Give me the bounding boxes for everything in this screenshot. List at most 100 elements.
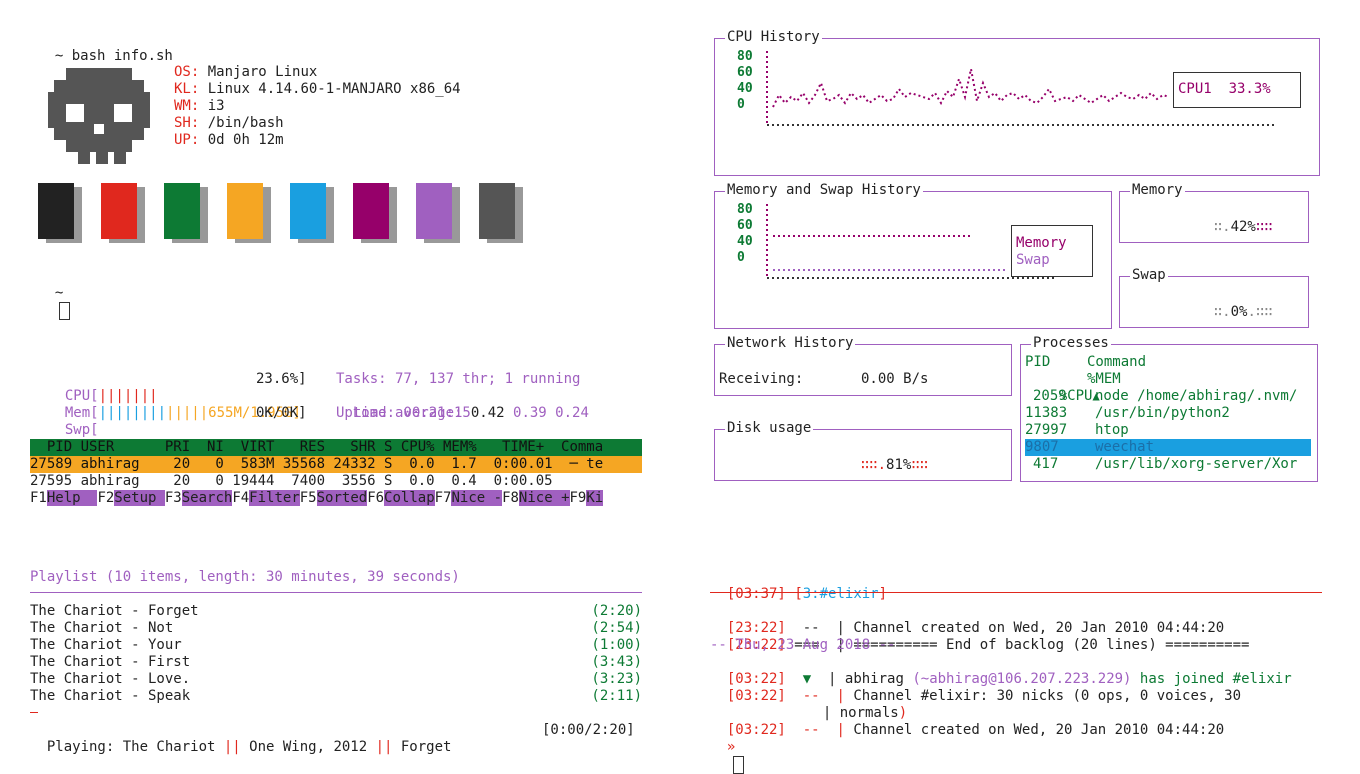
join-text: has joined #elixir xyxy=(1131,671,1292,687)
disk-value: 81% xyxy=(886,457,912,473)
swap-meter: Swp[ xyxy=(48,405,99,438)
fkey-number: F4 xyxy=(232,490,250,506)
now-playing: Playing: The Chariot || One Wing, 2012 |… xyxy=(30,722,452,755)
panel-title: Memory and Swap History xyxy=(725,182,923,199)
load-label: Load average: xyxy=(352,405,471,421)
nicks-counts: 0 ops, 0 voices, 30 xyxy=(1080,688,1242,704)
fkey-button[interactable]: Setup xyxy=(114,490,165,506)
skull-icon xyxy=(48,68,150,164)
cpu-history-panel: CPU History 80 60 40 0 CPU1 33.3% xyxy=(714,29,1320,176)
join-host: (~abhirag@106.207.223.229) xyxy=(912,671,1132,687)
color-swatch xyxy=(416,183,452,239)
system-info: OS: Manjaro Linux KL: Linux 4.14.60-1-MAN… xyxy=(174,64,461,149)
process-row[interactable]: 27997 htop xyxy=(1025,422,1311,439)
playlist-item[interactable]: The Chariot - Forget (2:20) xyxy=(30,603,642,620)
irc-prefix: -- | xyxy=(785,722,854,738)
fkey-button[interactable]: Ki xyxy=(586,490,604,506)
playlist-divider xyxy=(30,592,642,593)
shell-prompt[interactable]: ~ xyxy=(38,268,70,320)
fkey-button[interactable]: Nice + xyxy=(518,490,570,506)
processes-panel: Processes PID Command %CPU▲ %MEM 2059 nod… xyxy=(1020,335,1318,482)
irc-input[interactable]: » xyxy=(710,722,744,774)
track-title: The Chariot - Speak xyxy=(30,688,191,704)
playlist-header: Playlist (10 items, length: 30 minutes, … xyxy=(30,569,460,585)
info-value: /bin/bash xyxy=(199,115,284,131)
receiving-value: 0.00 B/s xyxy=(861,371,929,387)
separator: || xyxy=(375,739,393,755)
mem-bars-cache: ||||| xyxy=(166,405,209,421)
y-label-0: 0 xyxy=(737,97,745,112)
track-duration: (2:11) xyxy=(591,688,642,704)
info-value: Linux 4.14.60-1-MANJARO x86_64 xyxy=(199,81,461,97)
process-table-header[interactable]: PID USER PRI NI VIRT RES SHR S CPU% MEM%… xyxy=(30,439,642,456)
fkey-button[interactable]: Search xyxy=(181,490,233,506)
memory-gauge: ∷.42%∷∷ xyxy=(1180,202,1273,235)
irc-time: [03:22] xyxy=(726,688,786,704)
fkey-number: F2 xyxy=(97,490,115,506)
join-nick[interactable]: abhirag xyxy=(844,671,904,687)
process-row[interactable]: 9807 weechat xyxy=(1025,439,1311,456)
col-mem: %MEM xyxy=(1087,371,1121,387)
process-command: htop xyxy=(1095,422,1129,438)
process-row[interactable]: 417/usr/lib/xorg-server/Xor xyxy=(1025,456,1311,473)
fkey-button[interactable]: Collap xyxy=(384,490,435,506)
process-row[interactable]: 2059 node /home/abhirag/.nvm/ xyxy=(1025,388,1311,405)
fkey-button[interactable]: Nice - xyxy=(451,490,503,506)
separator: || xyxy=(223,739,241,755)
sort-arrow-icon: ▲ xyxy=(1092,389,1100,403)
cursor xyxy=(732,756,744,774)
col-pid: PID xyxy=(1025,354,1051,370)
fkey-number: F5 xyxy=(299,490,317,506)
y-label-60: 60 xyxy=(737,218,753,233)
y-label-40: 40 xyxy=(737,81,753,96)
track-duration: (2:54) xyxy=(591,620,642,636)
fkey-button[interactable]: Filter xyxy=(249,490,300,506)
process-pid: 9807 xyxy=(1025,439,1059,455)
process-pid: 417 xyxy=(1033,456,1059,472)
irc-time: [23:22] xyxy=(726,637,786,653)
fkey-number: F7 xyxy=(434,490,452,506)
table-row[interactable]: 27595 abhirag 20 0 19444 7400 3556 S 0.0… xyxy=(30,473,578,489)
track-duration: (3:23) xyxy=(591,671,642,687)
playlist-item[interactable]: The Chariot - Not (2:54) xyxy=(30,620,642,637)
now-playing-album: One Wing, 2012 xyxy=(240,739,376,755)
irc-time: [03:22] xyxy=(726,671,786,687)
progress-marker xyxy=(30,712,38,713)
process-pid: 2059 xyxy=(1033,388,1067,404)
playlist-item[interactable]: The Chariot - First (3:43) xyxy=(30,654,642,671)
swp-label: Swp[ xyxy=(64,422,99,438)
now-playing-track: Forget xyxy=(392,739,452,755)
color-swatch xyxy=(227,183,263,239)
irc-prefix: -- | xyxy=(785,620,854,636)
irc-line: [03:22] -- | Channel created on Wed, 20 … xyxy=(710,705,1224,738)
gauge-dots-icon: .∷∷ xyxy=(1247,304,1273,320)
network-panel: Network History Receiving: 0.00 B/s xyxy=(714,335,1012,396)
track-duration: (2:20) xyxy=(591,603,642,619)
info-key: SH: xyxy=(174,115,200,131)
cpu-meter: CPU[||||||| xyxy=(48,371,158,404)
playlist-item[interactable]: The Chariot - Speak (2:11) xyxy=(30,688,642,705)
irc-status-bar: [03:37] [3:#elixir] xyxy=(726,586,888,602)
nicks-text: Channel #elixir: 30 nicks ( xyxy=(853,688,1081,704)
fkey-button[interactable]: Help xyxy=(46,490,98,506)
irc-join-line: [03:22] ▼ | abhirag (~abhirag@106.207.22… xyxy=(726,671,1292,687)
playlist-item[interactable]: The Chariot - Love. (3:23) xyxy=(30,671,642,688)
system-info-row: KL: Linux 4.14.60-1-MANJARO x86_64 xyxy=(174,81,461,98)
fkey-button[interactable]: Sorted xyxy=(316,490,368,506)
irc-prefix: -- | xyxy=(785,688,854,704)
disk-panel: Disk usage ∷∷.81%∷∷ xyxy=(714,420,1012,481)
y-label-80: 80 xyxy=(737,202,753,217)
cpu-label: CPU[ xyxy=(64,388,99,404)
gauge-dots-icon: ∷∷ xyxy=(911,457,929,473)
info-key: WM: xyxy=(174,98,200,114)
table-row[interactable]: 27589 abhirag 20 0 583M 35568 24332 S 0.… xyxy=(30,456,642,473)
playlist-item[interactable]: The Chariot - Your (1:00) xyxy=(30,637,642,654)
uptime: Uptime: 00:21:15 xyxy=(336,405,471,421)
mem-swap-history-panel: Memory and Swap History 80 60 40 0 Memor… xyxy=(714,182,1112,329)
color-swatch xyxy=(38,183,74,239)
process-row[interactable]: 11383/usr/bin/python2 xyxy=(1025,405,1311,422)
gauge-dots-icon: ∷∷. xyxy=(860,457,887,473)
system-info-row: UP: 0d 0h 12m xyxy=(174,132,461,149)
status-channel[interactable]: 3:#elixir xyxy=(802,586,879,602)
load-average: Load average: 0.42 0.39 0.24 xyxy=(336,388,589,421)
